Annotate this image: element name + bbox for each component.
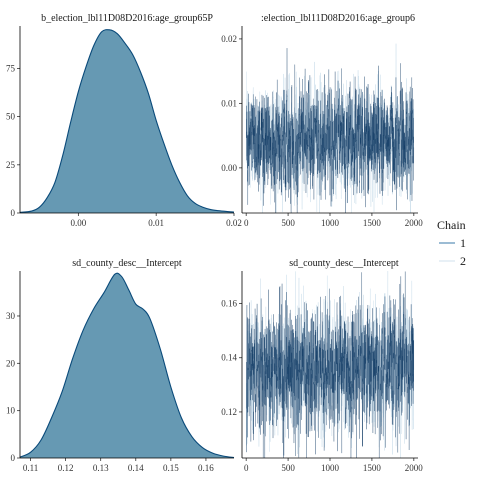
y-tick-label: 0.14: [221, 353, 237, 363]
density-panel-election: b_election_lbl11D08D2016:age_group65P 0.…: [6, 13, 242, 228]
y-tick-label: 0: [11, 453, 16, 463]
axes: [19, 271, 234, 459]
panel-title: sd_county_desc__Intercept: [289, 258, 399, 269]
legend-label-2: 2: [460, 254, 466, 268]
x-tick-label: 0.13: [93, 463, 109, 473]
y-tick-label: 20: [6, 358, 16, 368]
y-tick-label: 30: [6, 311, 16, 321]
axes: [241, 271, 418, 459]
x-tick-label: 0.16: [198, 463, 214, 473]
y-tick-label: 0: [11, 208, 16, 218]
x-ticks: 0.00 0.01 0.02: [70, 213, 242, 228]
y-tick-label: 10: [6, 406, 16, 416]
legend-label-1: 1: [460, 236, 466, 250]
panel-title: :election_lbl11D08D2016:age_group6: [261, 13, 415, 24]
x-ticks: 0 500 1000 1500 2000: [244, 213, 423, 228]
x-ticks: 0.11 0.12 0.13 0.14 0.15 0.16: [23, 458, 214, 473]
axes: [241, 26, 418, 214]
x-tick-label: 0.01: [148, 218, 164, 228]
y-ticks: 0.12 0.14 0.16: [221, 299, 242, 417]
density-line: [19, 29, 235, 213]
x-tick-label: 1500: [363, 218, 382, 228]
x-tick-label: 0.12: [58, 463, 74, 473]
y-ticks: 0 25 50 75: [6, 63, 20, 218]
panel-title: b_election_lbl11D08D2016:age_group65P: [41, 13, 213, 24]
x-tick-label: 500: [281, 463, 295, 473]
density-area: [20, 29, 234, 214]
x-tick-label: 2000: [405, 218, 424, 228]
trace-marks: [246, 270, 415, 459]
x-tick-label: 0.15: [163, 463, 179, 473]
trace-marks: [246, 43, 415, 214]
x-ticks: 0 500 1000 1500 2000: [244, 458, 423, 473]
y-tick-label: 25: [6, 160, 16, 170]
y-tick-label: 0.00: [221, 163, 237, 173]
density-line: [19, 272, 235, 459]
y-ticks: 0.00 0.01 0.02: [221, 34, 242, 173]
y-ticks: 0 10 20 30: [6, 311, 20, 463]
y-tick-label: 75: [6, 63, 16, 73]
x-tick-label: 1000: [321, 463, 340, 473]
trace-line-chain-1: [246, 271, 414, 459]
density-marks: [19, 272, 235, 459]
chain-legend: Chain 1 2: [437, 218, 466, 268]
trace-panel-election: :election_lbl11D08D2016:age_group6 0 500 1…: [221, 13, 423, 228]
panel-title: sd_county_desc__Intercept: [72, 258, 182, 269]
y-tick-label: 0.01: [221, 98, 237, 108]
y-tick-label: 0.02: [221, 34, 237, 44]
x-tick-label: 1000: [321, 218, 340, 228]
x-tick-label: 0: [244, 218, 249, 228]
x-tick-label: 0.02: [226, 218, 242, 228]
density-area: [20, 273, 234, 458]
legend-title: Chain: [437, 218, 466, 232]
x-tick-label: 2000: [405, 463, 424, 473]
x-tick-label: 500: [281, 218, 295, 228]
trace-panel-sd-county: sd_county_desc__Intercept 0 500 1000 1500 20…: [221, 258, 423, 473]
density-panel-sd-county: sd_county_desc__Intercept 0.11 0.12 0.13 0.…: [6, 258, 235, 473]
x-tick-label: 0.11: [23, 463, 38, 473]
x-tick-label: 0.00: [70, 218, 86, 228]
x-tick-label: 1500: [363, 463, 382, 473]
density-marks: [19, 29, 235, 214]
x-tick-label: 0.14: [128, 463, 144, 473]
y-tick-label: 0.12: [221, 407, 237, 417]
y-tick-label: 0.16: [221, 299, 237, 309]
y-tick-label: 50: [6, 112, 16, 122]
x-tick-label: 0: [244, 463, 249, 473]
axes: [19, 26, 234, 214]
trace-line-chain-1: [246, 48, 414, 214]
